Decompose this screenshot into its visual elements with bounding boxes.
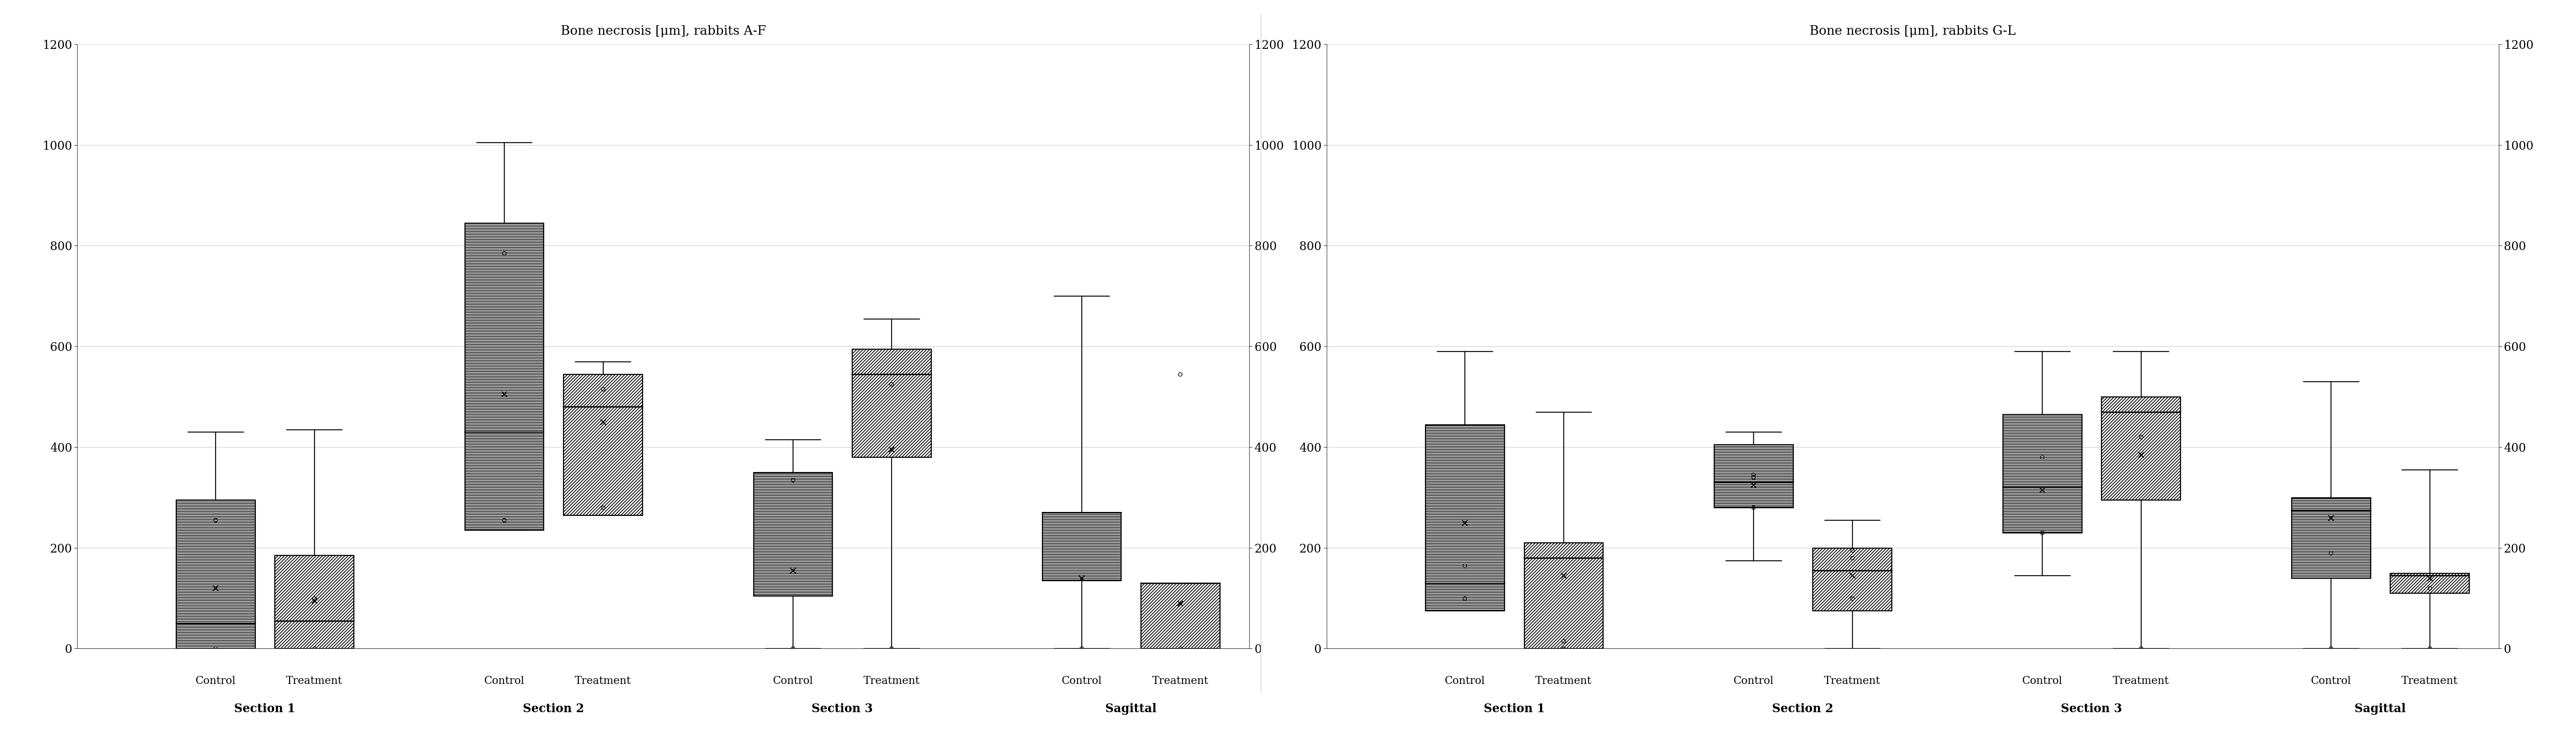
- Text: Treatment: Treatment: [863, 676, 920, 686]
- Bar: [1141, 583, 1221, 649]
- Text: Section 3: Section 3: [2061, 703, 2123, 715]
- Text: Section 2: Section 2: [1772, 703, 1834, 715]
- Bar: [2002, 414, 2081, 533]
- Bar: [752, 472, 832, 595]
- Text: Treatment: Treatment: [1535, 676, 1592, 686]
- Text: Sagittal: Sagittal: [2354, 703, 2406, 715]
- Text: Treatment: Treatment: [1151, 676, 1208, 686]
- Bar: [1525, 542, 1602, 649]
- Text: Section 1: Section 1: [234, 703, 296, 715]
- Title: Bone necrosis [μm], rabbits G-L: Bone necrosis [μm], rabbits G-L: [1808, 25, 2017, 38]
- Bar: [2391, 573, 2470, 593]
- Text: Treatment: Treatment: [574, 676, 631, 686]
- Bar: [1814, 548, 1891, 611]
- Bar: [464, 223, 544, 530]
- Bar: [2102, 397, 2179, 500]
- Bar: [1043, 513, 1121, 581]
- Title: Bone necrosis [μm], rabbits A-F: Bone necrosis [μm], rabbits A-F: [562, 25, 765, 38]
- Text: Section 1: Section 1: [1484, 703, 1546, 715]
- Text: Treatment: Treatment: [2112, 676, 2169, 686]
- Text: Section 3: Section 3: [811, 703, 873, 715]
- Bar: [2293, 497, 2370, 578]
- Text: Control: Control: [1061, 676, 1103, 686]
- Text: Treatment: Treatment: [2401, 676, 2458, 686]
- Bar: [1425, 425, 1504, 611]
- Bar: [853, 349, 930, 457]
- Text: Control: Control: [2311, 676, 2352, 686]
- Bar: [564, 374, 641, 515]
- Bar: [1713, 444, 1793, 508]
- Text: Control: Control: [2022, 676, 2063, 686]
- Text: Sagittal: Sagittal: [1105, 703, 1157, 715]
- Text: Treatment: Treatment: [1824, 676, 1880, 686]
- Text: Control: Control: [773, 676, 814, 686]
- Text: Section 2: Section 2: [523, 703, 585, 715]
- Text: Control: Control: [196, 676, 234, 686]
- Text: Treatment: Treatment: [286, 676, 343, 686]
- Text: Control: Control: [484, 676, 526, 686]
- Bar: [276, 556, 353, 649]
- Text: Control: Control: [1445, 676, 1484, 686]
- Bar: [175, 500, 255, 649]
- Text: Control: Control: [1734, 676, 1775, 686]
